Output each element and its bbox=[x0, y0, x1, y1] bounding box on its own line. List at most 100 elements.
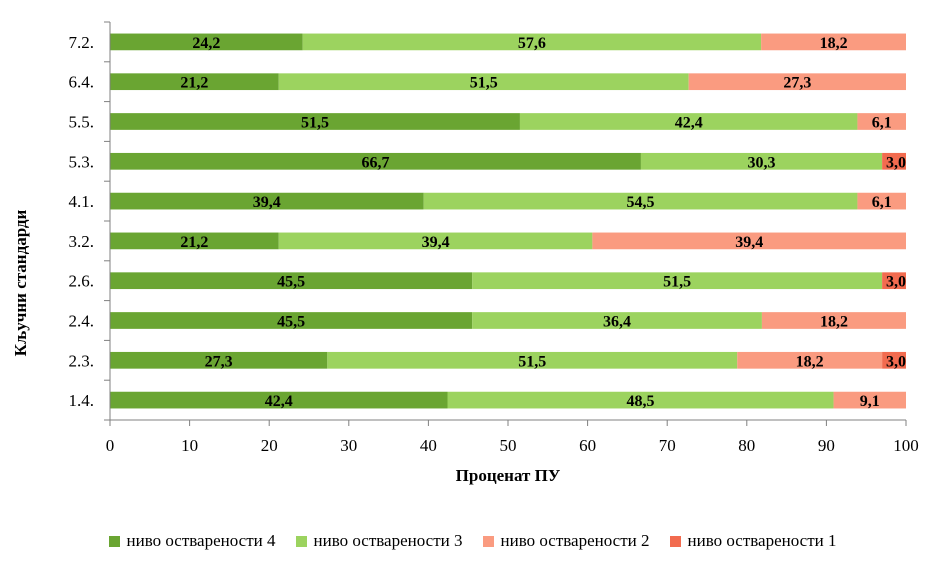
y-tick-label: 4.1. bbox=[69, 192, 95, 211]
legend-label: ниво остварености 4 bbox=[126, 531, 276, 550]
bar-segment bbox=[688, 73, 906, 91]
x-tick-label: 10 bbox=[181, 436, 198, 455]
axes-layer: 7.2. 6.4. 5.5. 5.3. 4.1. 3.2. 2.6. 2.4. 2.3. 1.4.… bbox=[69, 21, 919, 455]
data-label: 54,5 bbox=[627, 194, 655, 211]
data-label: 27,3 bbox=[783, 75, 811, 92]
data-label: 27,3 bbox=[205, 353, 233, 370]
data-label: 18,2 bbox=[820, 314, 848, 331]
data-label: 6,1 bbox=[872, 194, 892, 211]
legend: ниво остварености 4 ниво остварености 3 ни… bbox=[0, 529, 945, 553]
bar-segment bbox=[327, 351, 738, 369]
legend-item: ниво остварености 3 bbox=[295, 531, 463, 551]
data-label: 36,4 bbox=[603, 314, 631, 331]
data-label: 45,5 bbox=[277, 274, 305, 291]
data-label: 48,5 bbox=[627, 393, 655, 410]
data-label: 42,4 bbox=[675, 115, 703, 132]
y-tick-label: 7.2. bbox=[69, 33, 95, 52]
bar-segment bbox=[110, 312, 473, 329]
legend-swatch bbox=[108, 535, 120, 547]
data-label: 42,4 bbox=[265, 393, 293, 410]
bar-segment bbox=[302, 33, 762, 51]
y-tick-label: 2.4. bbox=[69, 312, 95, 331]
bar-segment bbox=[110, 232, 279, 250]
data-label: 39,4 bbox=[735, 234, 763, 251]
bar-segment bbox=[110, 351, 328, 369]
data-label: 21,2 bbox=[180, 234, 208, 251]
x-tick-label: 100 bbox=[893, 436, 919, 455]
bar-segment bbox=[737, 351, 883, 369]
bars-layer bbox=[110, 33, 906, 409]
bar-segment bbox=[110, 272, 473, 290]
bar-segment bbox=[472, 272, 883, 290]
bar-segment bbox=[833, 391, 906, 409]
data-label: 39,4 bbox=[422, 234, 450, 251]
y-tick-label: 3.2. bbox=[69, 232, 95, 251]
bar-segment bbox=[882, 152, 906, 170]
x-tick-label: 30 bbox=[340, 436, 357, 455]
legend-swatch bbox=[669, 535, 681, 547]
y-tick-label: 1.4. bbox=[69, 391, 95, 410]
x-tick-label: 50 bbox=[500, 436, 517, 455]
y-tick-label: 2.6. bbox=[69, 272, 95, 291]
x-tick-label: 0 bbox=[106, 436, 115, 455]
bar-segment bbox=[447, 391, 834, 409]
bar-segment bbox=[110, 192, 424, 210]
y-tick-label: 6.4. bbox=[69, 73, 95, 92]
legend-swatch bbox=[295, 535, 307, 547]
bar-segment bbox=[882, 351, 906, 369]
bar-segment bbox=[110, 113, 520, 130]
legend-item: ниво остварености 2 bbox=[482, 531, 650, 551]
bar-segment bbox=[472, 312, 762, 329]
bar-segment bbox=[640, 152, 883, 170]
x-tick-label: 20 bbox=[261, 436, 278, 455]
x-tick-label: 60 bbox=[579, 436, 596, 455]
bar-segment bbox=[110, 152, 641, 170]
y-tick-label: 5.3. bbox=[69, 152, 95, 171]
data-label: 51,5 bbox=[663, 274, 691, 291]
bar-segment bbox=[592, 232, 906, 250]
legend-item: ниво остварености 1 bbox=[669, 531, 837, 551]
x-axis-title: Проценат ПУ bbox=[456, 466, 561, 485]
legend-label: ниво остварености 2 bbox=[500, 531, 650, 550]
data-label: 24,2 bbox=[192, 35, 220, 52]
bar-segment bbox=[110, 73, 279, 91]
bar-segment bbox=[278, 232, 593, 250]
y-axis-title: Кључни стандарди bbox=[11, 209, 30, 356]
data-label: 18,2 bbox=[796, 353, 824, 370]
data-label: 30,3 bbox=[748, 154, 776, 171]
x-tick-label: 90 bbox=[818, 436, 835, 455]
bar-segment bbox=[882, 272, 906, 290]
data-label: 18,2 bbox=[820, 35, 848, 52]
y-tick-label: 2.3. bbox=[69, 351, 95, 370]
data-label: 3,0 bbox=[886, 154, 906, 171]
data-labels-layer: 24,2 57,6 18,2 21,2 51,5 27,3 51,5 42,4 6,1 66,7 3… bbox=[180, 35, 906, 410]
legend-swatch bbox=[482, 535, 494, 547]
bar-segment bbox=[519, 113, 858, 130]
y-tick-label: 5.5. bbox=[69, 113, 95, 132]
data-label: 51,5 bbox=[301, 115, 329, 132]
stacked-bar-chart: 24,2 57,6 18,2 21,2 51,5 27,3 51,5 42,4 6,1 66,7 3… bbox=[11, 21, 919, 485]
bar-segment bbox=[857, 192, 906, 210]
data-label: 3,0 bbox=[886, 353, 906, 370]
bar-segment bbox=[761, 312, 906, 329]
data-label: 51,5 bbox=[470, 75, 498, 92]
bar-segment bbox=[857, 113, 906, 130]
data-label: 6,1 bbox=[872, 115, 892, 132]
bar-segment bbox=[423, 192, 858, 210]
legend-label: ниво остварености 3 bbox=[313, 531, 463, 550]
bar-segment bbox=[761, 33, 906, 51]
data-label: 9,1 bbox=[860, 393, 880, 410]
data-label: 3,0 bbox=[886, 274, 906, 291]
data-label: 66,7 bbox=[361, 154, 389, 171]
x-tick-label: 70 bbox=[659, 436, 676, 455]
bar-segment bbox=[110, 391, 448, 409]
data-label: 45,5 bbox=[277, 314, 305, 331]
data-label: 51,5 bbox=[518, 353, 546, 370]
x-tick-label: 80 bbox=[738, 436, 755, 455]
data-label: 39,4 bbox=[253, 194, 281, 211]
legend-label: ниво остварености 1 bbox=[687, 531, 837, 550]
data-label: 57,6 bbox=[518, 35, 546, 52]
x-tick-label: 40 bbox=[420, 436, 437, 455]
legend-item: ниво остварености 4 bbox=[108, 531, 276, 551]
bar-segment bbox=[110, 33, 303, 51]
